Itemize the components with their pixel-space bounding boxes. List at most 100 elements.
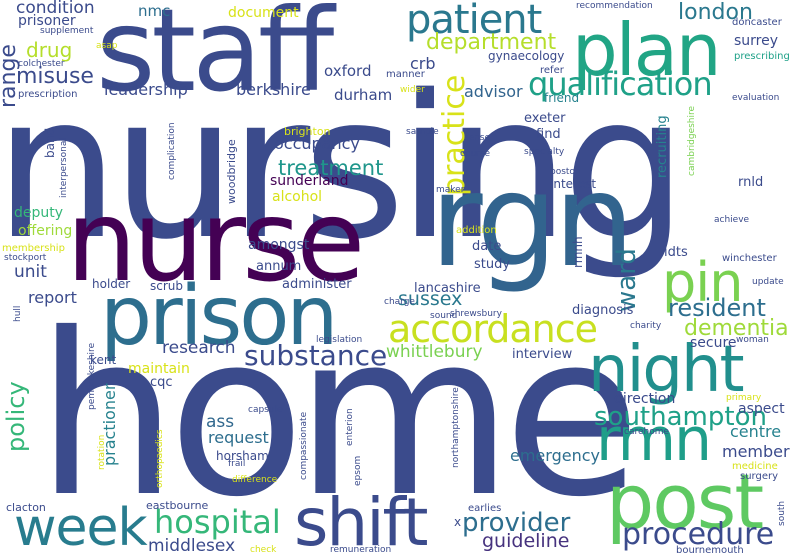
word-exeter: exeter xyxy=(524,111,566,126)
word-prescribing: prescribing xyxy=(734,51,790,62)
word-recruiting: recruiting xyxy=(655,115,670,178)
word-cambridgeshire: cambridgeshire xyxy=(687,105,697,176)
word-gynaecology: gynaecology xyxy=(488,49,565,63)
word-department: department xyxy=(426,30,557,55)
word-course: course xyxy=(460,149,491,159)
word-surrey: surrey xyxy=(734,33,779,49)
word-orthopaedics: orthopaedics xyxy=(155,429,165,488)
word-interpersonal: interpersonal xyxy=(59,138,69,198)
word-crb: crb xyxy=(410,54,436,73)
word-week: week xyxy=(14,498,148,558)
word-enterion: enterion xyxy=(345,408,355,446)
word-rnld: rnld xyxy=(738,175,764,190)
word-amongst: amongst xyxy=(248,237,310,253)
word-whittlebury: whittlebury xyxy=(386,342,483,362)
word-staff: staff xyxy=(96,0,334,117)
word-woman: woman xyxy=(736,335,769,345)
word-eastbourne: eastbourne xyxy=(146,499,209,512)
word-drug: drug xyxy=(26,38,73,62)
word-qualification: qualification xyxy=(528,65,713,103)
word-nmc: nmc xyxy=(138,2,171,20)
word-prison: prison xyxy=(100,269,338,364)
word-evaluation: evaluation xyxy=(732,93,780,103)
word-primary: primary xyxy=(726,393,762,403)
word-colchester: colchester xyxy=(18,59,65,69)
word-accordance: accordance xyxy=(388,307,598,351)
word-diagnosis: diagnosis xyxy=(572,303,634,318)
word-supplement: supplement xyxy=(40,26,94,36)
word-study: study xyxy=(474,257,511,272)
word-scrub: scrub xyxy=(150,279,184,293)
word-annum: annum xyxy=(256,259,302,274)
word-home: home xyxy=(36,285,641,546)
word-achieve: achieve xyxy=(714,215,750,225)
word-aspect: aspect xyxy=(738,401,785,417)
word-pembrokeshire: pembrokeshire xyxy=(87,342,97,410)
word-maker: maker xyxy=(436,185,465,195)
word-winchester: winchester xyxy=(722,253,777,264)
word-rotation: rotation xyxy=(97,434,107,470)
word-prescription: prescription xyxy=(18,89,78,100)
word-surgery: surgery xyxy=(740,471,779,482)
word-deputy: deputy xyxy=(14,205,64,221)
word-direction: direction xyxy=(614,391,676,407)
word-shift: shift xyxy=(294,484,429,560)
word-capsule: capsule xyxy=(248,405,283,415)
word-maintain: maintain xyxy=(128,361,190,377)
word-centre: centre xyxy=(730,422,782,441)
word-doncaster: doncaster xyxy=(732,17,782,28)
word-rmnh: rmnh xyxy=(571,236,585,268)
word-charity: charity xyxy=(630,321,662,331)
word-oxford: oxford xyxy=(324,62,372,80)
word-leadership: leadership xyxy=(104,80,188,99)
word-legislation: legislation xyxy=(316,335,363,345)
word-specialty: specialty xyxy=(524,147,565,157)
word-manner: manner xyxy=(386,69,425,80)
word-difference: difference xyxy=(232,475,278,485)
word-refer: refer xyxy=(540,65,564,76)
word-northamptonshire: northamptonshire xyxy=(451,387,461,468)
word-hospital: hospital xyxy=(154,503,281,541)
word-misuse: misuse xyxy=(16,64,94,89)
word-document: document xyxy=(228,5,299,21)
word-nursing: nursing xyxy=(0,52,688,283)
word-rmn: rmn xyxy=(596,405,712,475)
word-patient: patient xyxy=(406,0,542,43)
word-charge: charge xyxy=(384,297,415,307)
word-holder: holder xyxy=(92,277,131,291)
word-update: update xyxy=(752,277,784,287)
word-cqc: cqc xyxy=(150,375,173,390)
word-secure: secure xyxy=(690,335,737,351)
word-epsom: epsom xyxy=(353,455,363,486)
word-idts: idts xyxy=(664,245,688,260)
word-woodbridge: woodbridge xyxy=(225,139,238,204)
word-south: south xyxy=(777,500,787,526)
word-remuneration: remuneration xyxy=(330,545,392,555)
word-london: london xyxy=(678,0,753,25)
word-sussex: sussex xyxy=(398,288,463,310)
word-carehome: carehome xyxy=(624,427,670,437)
word-procedure: procedure xyxy=(622,517,775,552)
word-provider: provider xyxy=(462,508,571,538)
word-recommendation: recommendation xyxy=(576,1,653,11)
word-shrewsbury: shrewsbury xyxy=(450,309,502,319)
word-rgn: rgn xyxy=(430,147,635,296)
word-earlies: earlies xyxy=(468,503,502,514)
word-post: post xyxy=(606,457,764,546)
word-policy: policy xyxy=(2,381,30,452)
word-dementia: dementia xyxy=(684,316,789,341)
word-report: report xyxy=(28,288,77,307)
word-lancashire: lancashire xyxy=(414,281,481,296)
word-sound: sound xyxy=(430,311,458,321)
word-stockport: stockport xyxy=(4,253,47,263)
word-sample: sample xyxy=(406,127,439,137)
word-nurse: nurse xyxy=(66,177,365,307)
word-compassionate: compassionate xyxy=(299,411,309,480)
word-member: member xyxy=(722,442,790,461)
word-alcohol: alcohol xyxy=(272,189,323,205)
word-horsham: horsham xyxy=(216,449,269,463)
word-southampton: southampton xyxy=(594,402,767,432)
word-boston: boston xyxy=(550,167,581,177)
word-unit: unit xyxy=(14,262,47,282)
